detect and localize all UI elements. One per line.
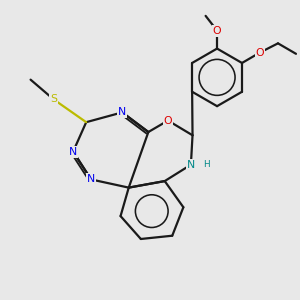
Text: N: N [69,147,77,157]
Text: O: O [164,116,172,126]
Text: N: N [87,174,95,184]
Text: H: H [203,160,210,169]
Text: S: S [50,94,57,104]
Text: O: O [213,26,221,36]
Text: O: O [256,47,264,58]
Text: N: N [187,160,195,170]
Text: N: N [118,107,126,117]
